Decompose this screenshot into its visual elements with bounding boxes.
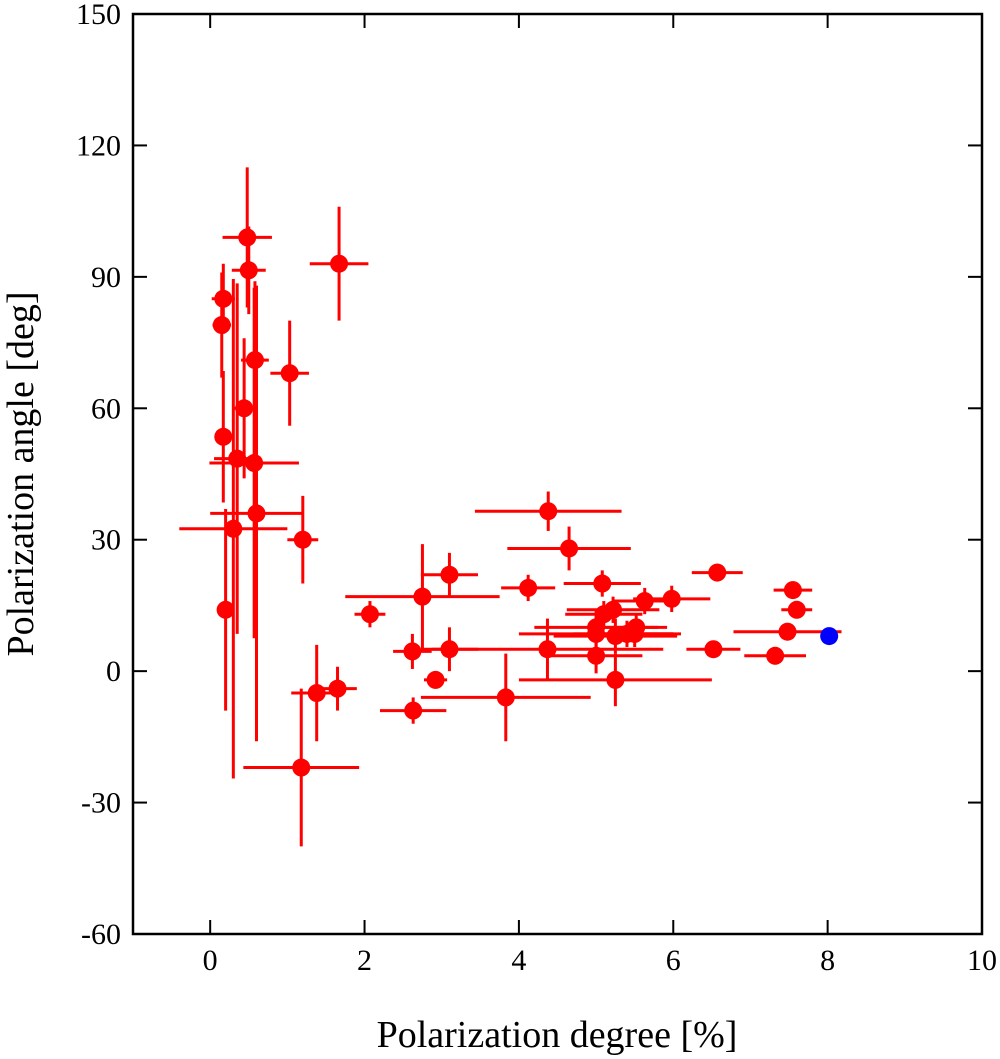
data-point [440,565,459,584]
data-point [307,684,326,703]
data-point [235,399,254,418]
data-point [593,574,612,593]
x-tick-label: 6 [666,944,681,977]
data-point [766,646,785,665]
data-point [330,254,349,273]
data-point [293,530,312,549]
series-sample [179,167,842,847]
data-point [538,640,557,659]
data-point [778,622,797,641]
data-point [708,563,727,582]
y-tick-label: 120 [76,129,121,162]
data-point [224,519,243,538]
x-axis: 0 2 4 6 8 10 [203,14,997,977]
data-point [403,642,422,661]
data-point [783,581,802,600]
data-point [662,589,681,608]
series-highlighted [820,627,839,646]
data-point [328,679,347,698]
data-point [627,618,646,637]
x-tick-label: 8 [820,944,835,977]
data-point [239,261,258,280]
data-point [238,228,257,247]
data-point [539,502,558,521]
data-point [426,670,445,689]
y-tick-label: -30 [81,787,121,820]
data-point [216,600,235,619]
y-tick-label: 150 [76,0,121,31]
y-axis-title: Polarization angle [deg] [0,291,42,656]
x-tick-label: 10 [967,944,997,977]
data-point [704,640,723,659]
y-tick-label: -60 [81,918,121,951]
data-point [519,578,538,597]
y-tick-label: 30 [91,524,121,557]
data-point [212,316,231,335]
data-point [214,427,233,446]
data-point [820,627,839,646]
y-tick-label: 60 [91,392,121,425]
y-axis: -60 -30 0 30 60 90 120 150 [76,0,982,951]
data-point [280,364,299,383]
plot-frame [131,12,984,936]
data-point [604,600,623,619]
data-point [228,449,247,468]
data-point [606,670,625,689]
data-point [292,758,311,777]
data-point [214,289,233,308]
data-point [404,701,423,720]
data-point [587,646,606,665]
data-point [245,454,264,473]
x-tick-label: 4 [511,944,526,977]
data-point [635,592,654,611]
data-point [247,504,266,523]
data-point [560,539,579,558]
data-point [787,600,806,619]
plot-area [179,167,842,847]
x-axis-title: Polarization degree [%] [377,1014,738,1056]
data-point [360,605,379,624]
x-tick-label: 0 [203,944,218,977]
y-tick-label: 90 [91,261,121,294]
data-point [496,688,515,707]
data-point [413,587,432,606]
y-tick-label: 0 [106,655,121,688]
x-tick-label: 2 [357,944,372,977]
